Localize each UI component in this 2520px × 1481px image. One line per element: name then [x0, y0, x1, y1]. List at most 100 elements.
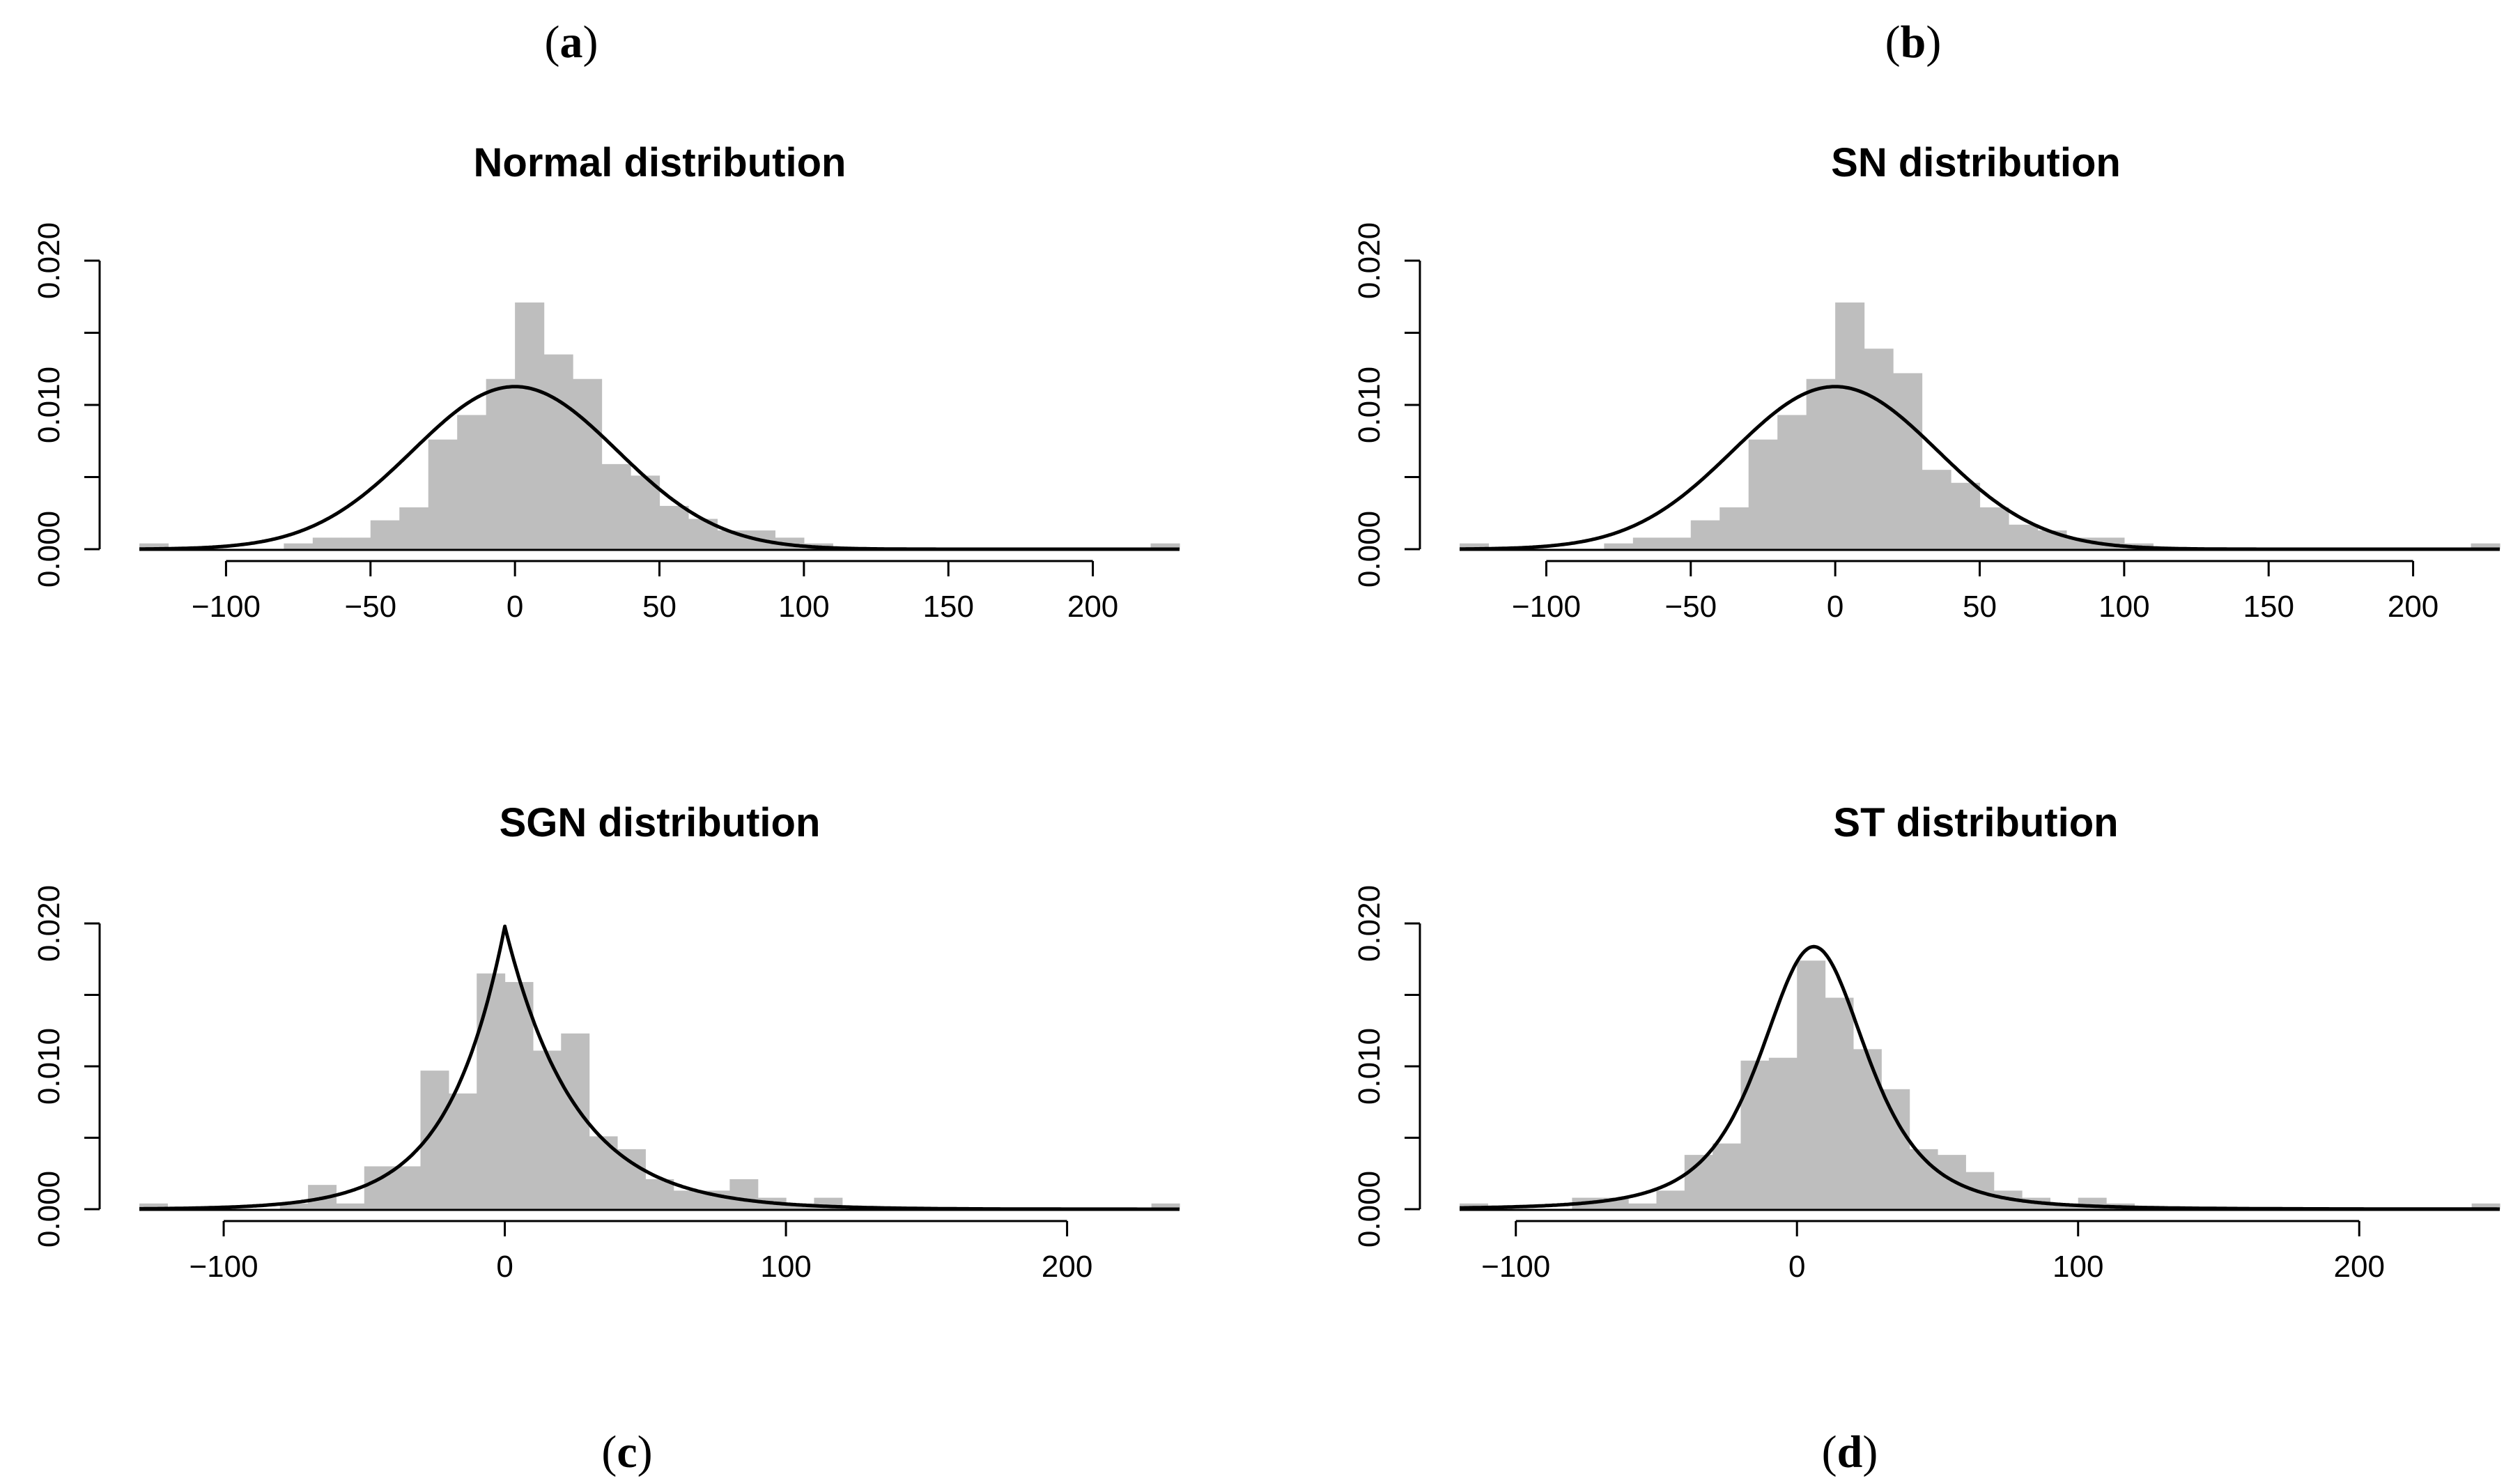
histogram-bar [279, 1203, 309, 1209]
histogram-bar [1797, 960, 1826, 1209]
chart-sgn: −100 0 100 200 0.000 0.010 0.020 [32, 885, 1180, 1284]
y-tick-label: 0.000 [32, 511, 66, 588]
y-tick-label: 0.020 [1352, 222, 1386, 299]
histogram-bar [601, 463, 631, 549]
chart-title-st: ST distribution [1833, 800, 2118, 845]
histogram-bar [645, 1179, 674, 1209]
histogram-bar [399, 507, 429, 549]
y-tick-label: 0.010 [1352, 1028, 1386, 1105]
histogram-bar [1740, 1060, 1770, 1209]
y-tick-label: 0.000 [1352, 1171, 1386, 1248]
histogram-bar [631, 475, 660, 549]
x-tick-label: 200 [1067, 590, 1118, 624]
histogram-bar [457, 415, 487, 549]
histogram-bar [659, 505, 689, 549]
histogram-bar [1150, 543, 1180, 549]
histogram-bar [1893, 373, 1923, 549]
y-tick-label: 0.010 [32, 367, 66, 443]
histogram-bar [617, 1149, 646, 1209]
histogram-bar [2008, 524, 2039, 549]
histogram-bar [515, 302, 545, 549]
histogram-bar [341, 537, 371, 549]
panel-d: (d) ST distribution −100 0 100 200 0.000 0.01… [1352, 800, 2500, 1478]
histogram-bar [1719, 507, 1749, 549]
panel-label-d: (d) [1822, 1427, 1878, 1478]
y-tick-label: 0.020 [32, 885, 66, 962]
x-tick-label: −100 [1512, 590, 1581, 624]
histogram-bar [1656, 1190, 1685, 1209]
chart-title-sgn: SGN distribution [500, 800, 821, 845]
histogram-bar [504, 982, 534, 1209]
panel-label-a: (a) [545, 17, 598, 68]
histogram-bar [2471, 1203, 2500, 1209]
x-tick-label: 200 [2388, 590, 2438, 624]
x-tick-label: −50 [344, 590, 396, 624]
histogram-bar [543, 354, 573, 549]
density-curve [139, 924, 1180, 1211]
y-tick-label: 0.010 [32, 1028, 66, 1105]
histogram-bar [312, 537, 342, 549]
histogram-bar [392, 1166, 422, 1209]
histogram-bar [1777, 415, 1807, 549]
x-tick-label: 0 [1827, 590, 1843, 624]
histogram-bar [139, 543, 169, 549]
histogram-bar [1951, 482, 1981, 549]
x-tick-label: 0 [496, 1250, 513, 1284]
panel-label-b: (b) [1885, 17, 1942, 68]
x-tick-label: −100 [189, 1250, 258, 1284]
histogram-bar [1881, 1089, 1910, 1209]
panel-b: (b) SN distribution −100 −50 0 50 100 150 200 0… [1352, 17, 2500, 624]
chart-normal: −100 −50 0 50 100 150 200 0.000 0.010 0.020 [32, 222, 1180, 624]
histogram-bar [1922, 470, 1951, 549]
histogram-bar [1825, 997, 1854, 1209]
histogram-bar [729, 1179, 759, 1209]
x-tick-label: 200 [1042, 1250, 1092, 1284]
histogram-bar [2471, 543, 2500, 549]
x-tick-label: 100 [778, 590, 829, 624]
histogram-bar [1748, 439, 1778, 549]
histogram-bar [1632, 537, 1662, 549]
histogram-bar [139, 1203, 168, 1209]
histogram-bar [1853, 1049, 1882, 1209]
y-tick-label: 0.000 [32, 1171, 66, 1248]
histogram-bar [1151, 1203, 1180, 1209]
histogram-bar [428, 439, 458, 549]
histogram-bar [673, 1190, 702, 1209]
histogram-bar [1713, 1143, 1742, 1209]
x-tick-label: −100 [1481, 1250, 1550, 1284]
chart-st: −100 0 100 200 0.000 0.010 0.020 [1352, 885, 2500, 1284]
histogram-bar [448, 1093, 477, 1209]
x-tick-label: 100 [2053, 1250, 2103, 1284]
x-tick-label: 0 [1788, 1250, 1805, 1284]
y-tick-label: 0.020 [1352, 885, 1386, 962]
chart-title-normal: Normal distribution [474, 140, 847, 185]
x-tick-label: 150 [923, 590, 974, 624]
density-curve [1460, 944, 2500, 1211]
histogram-bar [336, 1203, 365, 1209]
histogram-bar [573, 378, 603, 549]
histogram-bar [1806, 378, 1836, 549]
x-tick-label: 200 [2334, 1250, 2385, 1284]
x-tick-label: −50 [1664, 590, 1717, 624]
panel-label-c: (c) [601, 1427, 652, 1478]
histogram-bar [1662, 537, 1692, 549]
histogram-bar [1690, 520, 1720, 549]
histogram-bar [1628, 1203, 1657, 1209]
histogram-bar [477, 973, 506, 1209]
x-tick-label: 50 [1963, 590, 1997, 624]
histogram-bar [1835, 302, 1865, 549]
histogram-bar [1460, 543, 1490, 549]
histogram-bar [1979, 507, 2009, 549]
chart-sn: −100 −50 0 50 100 150 200 0.000 0.010 0.020 [1352, 222, 2500, 624]
x-tick-label: −100 [192, 590, 261, 624]
y-tick-label: 0.020 [32, 222, 66, 299]
chart-title-sn: SN distribution [1831, 140, 2121, 185]
histogram-bar [1864, 348, 1894, 549]
histogram-bar [284, 543, 314, 549]
histogram-bar [1768, 1057, 1798, 1209]
histogram-bar [1604, 543, 1634, 549]
x-tick-label: 100 [760, 1250, 811, 1284]
y-tick-label: 0.010 [1352, 367, 1386, 443]
x-tick-label: 150 [2243, 590, 2294, 624]
